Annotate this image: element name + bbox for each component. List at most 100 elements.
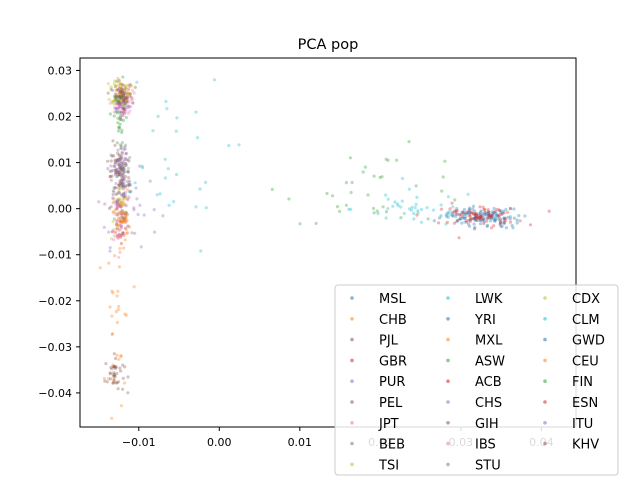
scatter-point-clm xyxy=(165,107,169,111)
scatter-point-pel xyxy=(111,374,115,378)
scatter-point-cdx xyxy=(116,80,120,84)
scatter-point-lwk xyxy=(407,207,412,211)
scatter-point-chs xyxy=(126,105,130,110)
scatter-point-fin xyxy=(115,95,119,99)
scatter-point-ibs xyxy=(119,225,123,229)
scatter-point-khv xyxy=(118,95,122,99)
scatter-point-pjl xyxy=(113,168,118,172)
scatter-point-chb xyxy=(120,82,124,86)
scatter-point-itu xyxy=(120,193,124,198)
scatter-point-asw xyxy=(453,198,457,202)
scatter-point-asw xyxy=(371,206,376,211)
scatter-point-chb xyxy=(114,102,119,106)
scatter-point-gbr xyxy=(122,233,126,237)
scatter-point-mxl xyxy=(110,332,114,336)
scatter-point-jpt xyxy=(114,94,118,98)
scatter-point-chb xyxy=(111,99,116,103)
scatter-point-jpt xyxy=(119,95,123,99)
plot-points xyxy=(97,75,551,420)
scatter-point-pjl xyxy=(121,193,126,197)
scatter-point-pjl xyxy=(120,185,124,189)
scatter-point-ceu xyxy=(121,220,125,224)
scatter-point-chb xyxy=(119,82,123,86)
scatter-point-ibs xyxy=(119,225,123,229)
scatter-point-tsi xyxy=(114,212,118,217)
scatter-point-ceu xyxy=(125,231,129,235)
scatter-point-esn xyxy=(490,226,494,230)
scatter-point-chs xyxy=(116,88,120,92)
scatter-point-acb xyxy=(482,207,486,212)
scatter-point-chs xyxy=(125,97,129,101)
scatter-point-lwk xyxy=(386,197,390,201)
scatter-point-pjl xyxy=(114,186,118,190)
x-tick-label: −0.01 xyxy=(122,436,156,449)
scatter-point-stu xyxy=(115,175,119,179)
scatter-point-pur xyxy=(102,225,106,229)
scatter-point-acb xyxy=(477,216,481,220)
scatter-point-pjl xyxy=(123,195,127,199)
scatter-point-cdx xyxy=(120,83,124,87)
scatter-point-fin xyxy=(116,129,121,133)
legend-label: CHS xyxy=(475,396,502,411)
y-tick-label: 0.00 xyxy=(48,203,73,216)
scatter-point-lwk xyxy=(416,209,420,213)
scatter-point-yri xyxy=(482,213,486,217)
scatter-point-pjl xyxy=(108,174,112,178)
scatter-point-beb xyxy=(117,173,121,177)
scatter-point-stu xyxy=(121,167,125,171)
scatter-point-acb xyxy=(471,217,475,221)
scatter-point-esn xyxy=(461,210,465,215)
scatter-point-beb xyxy=(122,218,126,222)
scatter-point-gih xyxy=(117,170,121,175)
scatter-point-beb xyxy=(120,166,124,170)
scatter-point-yri xyxy=(468,206,472,210)
scatter-point-tsi xyxy=(116,191,120,195)
scatter-point-stu xyxy=(126,170,130,174)
scatter-point-itu xyxy=(129,183,133,187)
scatter-point-pur xyxy=(134,186,138,190)
y-tick-label: −0.04 xyxy=(38,387,72,400)
scatter-point-msl xyxy=(463,220,467,224)
scatter-point-yri xyxy=(489,219,493,223)
scatter-point-pur xyxy=(107,230,111,234)
scatter-point-gbr xyxy=(124,215,128,220)
scatter-point-khv xyxy=(112,94,116,98)
scatter-point-lwk xyxy=(386,207,390,211)
scatter-point-jpt xyxy=(122,111,126,116)
scatter-point-stu xyxy=(124,158,129,162)
scatter-point-khv xyxy=(122,91,126,95)
legend-label: JPT xyxy=(378,417,399,432)
scatter-point-ibs xyxy=(124,220,128,225)
y-tick-label: −0.01 xyxy=(38,249,72,262)
scatter-point-chb xyxy=(124,100,129,105)
scatter-point-yri xyxy=(467,209,471,213)
scatter-point-asw xyxy=(338,209,342,213)
scatter-point-khv xyxy=(117,79,121,83)
scatter-point-ibs xyxy=(119,223,124,228)
scatter-point-tsi xyxy=(115,219,119,223)
scatter-point-chb xyxy=(116,76,120,81)
scatter-point-ibs xyxy=(119,204,123,208)
scatter-point-khv xyxy=(119,93,123,97)
scatter-point-chs xyxy=(123,101,127,105)
scatter-point-jpt xyxy=(132,91,136,95)
scatter-point-clm xyxy=(199,249,203,253)
scatter-point-tsi xyxy=(111,228,116,232)
scatter-point-tsi xyxy=(117,189,121,193)
scatter-point-lwk xyxy=(413,206,417,210)
scatter-point-pur xyxy=(129,189,133,194)
scatter-point-gbr xyxy=(119,241,123,246)
scatter-point-mxl xyxy=(117,265,121,269)
scatter-point-beb xyxy=(117,190,121,194)
scatter-point-ceu xyxy=(123,213,127,217)
scatter-point-gwd xyxy=(467,218,471,222)
scatter-point-cdx xyxy=(107,97,111,101)
scatter-point-clm xyxy=(128,190,132,194)
scatter-point-khv xyxy=(125,96,129,100)
scatter-point-chs xyxy=(114,107,118,111)
scatter-point-khv xyxy=(117,95,122,99)
scatter-point-pel xyxy=(110,367,114,371)
scatter-point-chb xyxy=(126,88,130,92)
scatter-point-chs xyxy=(115,100,119,104)
scatter-point-fin xyxy=(119,110,123,114)
